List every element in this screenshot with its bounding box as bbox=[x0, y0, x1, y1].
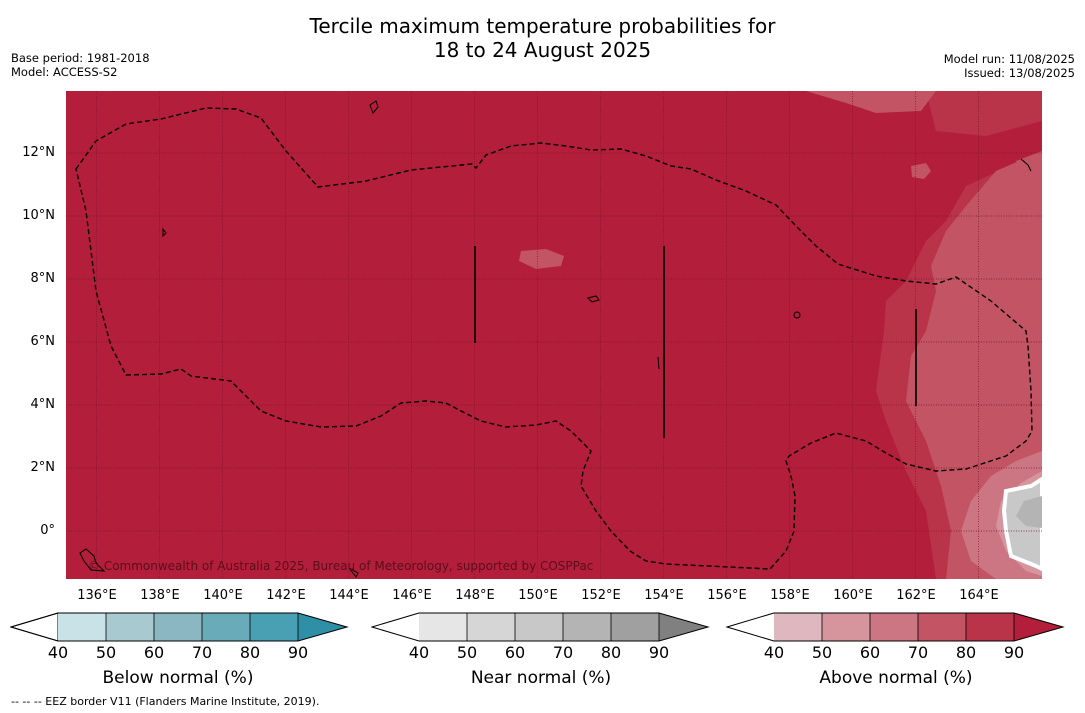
cbar-swatch bbox=[10, 612, 59, 642]
lon-label: 144°E bbox=[329, 588, 369, 603]
near-normal-label: Near normal (%) bbox=[470, 668, 612, 688]
lon-label: 136°E bbox=[77, 588, 117, 603]
cbar-tick: 50 bbox=[456, 643, 478, 662]
cbar-tick: 40 bbox=[408, 643, 430, 662]
patch-small-2 bbox=[911, 163, 931, 179]
base-period: Base period: 1981-2018 bbox=[11, 51, 150, 65]
near-normal-colorbar bbox=[371, 612, 710, 642]
lon-label: 140°E bbox=[203, 588, 243, 603]
model-run: Model run: 11/08/2025 bbox=[943, 52, 1075, 66]
cbar-tick: 50 bbox=[811, 643, 833, 662]
cbar-swatch bbox=[1014, 613, 1063, 641]
cbar-swatch bbox=[298, 613, 347, 641]
cbar-tick: 40 bbox=[47, 643, 69, 662]
cbar-swatch bbox=[106, 613, 154, 641]
patch-near-inner bbox=[1016, 496, 1042, 528]
issued-date: Issued: 13/08/2025 bbox=[964, 66, 1075, 80]
lon-label: 150°E bbox=[518, 588, 558, 603]
cbar-swatch bbox=[611, 613, 659, 641]
cbar-tick: 70 bbox=[552, 643, 574, 662]
cbar-swatch bbox=[372, 613, 419, 641]
eez-border bbox=[75, 107, 1033, 570]
lat-label: 4°N bbox=[30, 397, 56, 412]
cbar-swatch bbox=[918, 613, 966, 641]
lon-label: 142°E bbox=[266, 588, 306, 603]
map-title: Tercile maximum temperature probabilitie… bbox=[0, 14, 1085, 62]
cbar-tick: 90 bbox=[648, 643, 670, 662]
cbar-tick: 90 bbox=[1003, 643, 1025, 662]
cbar-tick: 40 bbox=[763, 643, 785, 662]
cbar-tick: 90 bbox=[287, 643, 309, 662]
probability-map[interactable]: © Commonwealth of Australia 2025, Bureau… bbox=[66, 91, 1042, 579]
cbar-swatch bbox=[515, 613, 563, 641]
lon-label: 156°E bbox=[707, 588, 747, 603]
cbar-swatch bbox=[966, 613, 1014, 641]
lat-label: 6°N bbox=[30, 334, 56, 349]
meta-left: Base period: 1981-2018 Model: ACCESS-S2 bbox=[11, 51, 150, 79]
islands bbox=[79, 100, 1032, 578]
title-line-1: Tercile maximum temperature probabilitie… bbox=[309, 14, 776, 38]
cbar-swatch bbox=[154, 613, 202, 641]
above-normal-label: Above normal (%) bbox=[819, 668, 973, 688]
cbar-swatch bbox=[202, 613, 250, 641]
above-normal-colorbar bbox=[726, 612, 1065, 642]
lon-label: 154°E bbox=[644, 588, 684, 603]
cbar-swatch bbox=[870, 613, 918, 641]
cbar-swatch bbox=[774, 613, 822, 641]
cbar-tick: 80 bbox=[239, 643, 261, 662]
patch-small-3 bbox=[806, 91, 936, 113]
lon-label: 158°E bbox=[770, 588, 810, 603]
lon-label: 164°E bbox=[959, 588, 999, 603]
cbar-swatch bbox=[563, 613, 611, 641]
lon-label: 138°E bbox=[140, 588, 180, 603]
cbar-swatch bbox=[250, 613, 298, 641]
cbar-swatch bbox=[659, 613, 708, 641]
cbar-tick: 80 bbox=[600, 643, 622, 662]
lat-label: 8°N bbox=[30, 271, 56, 286]
cbar-tick: 70 bbox=[191, 643, 213, 662]
cbar-tick: 70 bbox=[907, 643, 929, 662]
lon-label: 160°E bbox=[833, 588, 873, 603]
cbar-tick: 80 bbox=[955, 643, 977, 662]
lon-label: 148°E bbox=[455, 588, 495, 603]
graticule bbox=[66, 91, 1042, 579]
model-name: Model: ACCESS-S2 bbox=[11, 65, 118, 79]
lon-label: 146°E bbox=[392, 588, 432, 603]
cbar-tick: 50 bbox=[95, 643, 117, 662]
lat-label: 2°N bbox=[30, 460, 56, 475]
cbar-tick: 60 bbox=[504, 643, 526, 662]
cbar-tick: 60 bbox=[859, 643, 881, 662]
copyright-note: © Commonwealth of Australia 2025, Bureau… bbox=[88, 559, 593, 573]
patch-small-1 bbox=[519, 249, 564, 269]
below-normal-label: Below normal (%) bbox=[102, 668, 254, 688]
cbar-swatch bbox=[58, 613, 106, 641]
eez-footnote: -- -- -- EEZ border V11 (Flanders Marine… bbox=[11, 695, 320, 708]
cbar-swatch bbox=[467, 613, 515, 641]
cbar-swatch bbox=[822, 613, 870, 641]
meta-right: Model run: 11/08/2025 Issued: 13/08/2025 bbox=[944, 52, 1075, 80]
map-background bbox=[66, 91, 1042, 579]
lat-label: 12°N bbox=[22, 145, 55, 160]
cbar-tick: 60 bbox=[143, 643, 165, 662]
cbar-swatch bbox=[727, 613, 774, 641]
title-line-2: 18 to 24 August 2025 bbox=[433, 38, 652, 62]
lat-label: 0° bbox=[40, 523, 55, 538]
cbar-swatch bbox=[419, 613, 467, 641]
lon-label: 152°E bbox=[581, 588, 621, 603]
below-normal-colorbar bbox=[10, 612, 349, 642]
lon-label: 162°E bbox=[896, 588, 936, 603]
lat-label: 10°N bbox=[22, 208, 55, 223]
